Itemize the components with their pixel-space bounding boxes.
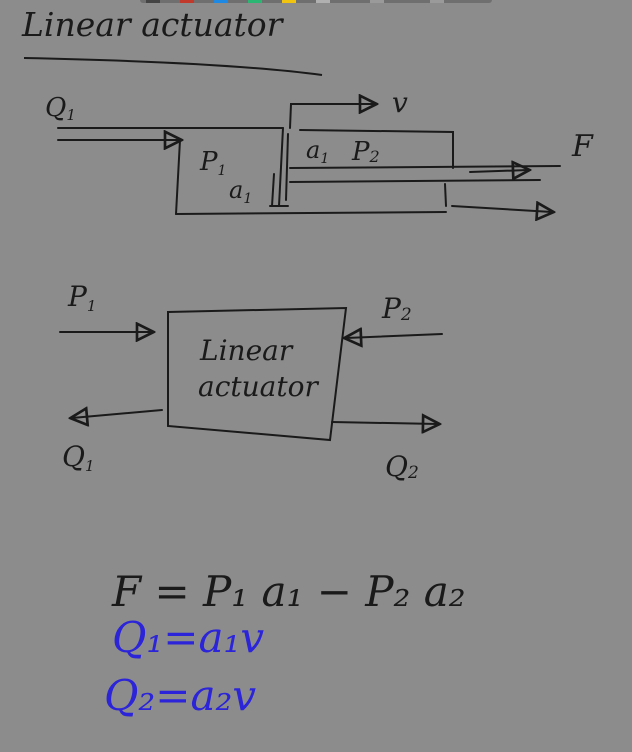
piston [269,127,289,207]
cylinder-bottom-wall [175,211,447,215]
piston-rod-top [289,165,561,169]
output-flow-arrow [331,422,438,424]
output-pressure-arrow [346,334,443,338]
force-arrow [469,170,528,172]
color-swatch[interactable] [282,0,296,3]
page-title: Linear actuator [21,5,285,44]
outflow-arrow [451,206,552,212]
cylinder-top-right-wall [299,129,454,169]
chamber1-pressure-label: P1 [199,147,226,179]
flow1-equation: Q₁=a₁v [112,613,264,662]
flow2-equation: Q₂=a₂v [104,671,256,720]
title-underline [23,57,323,76]
force-label: F [571,129,594,164]
color-swatch[interactable] [146,0,160,3]
cylinder-diagram [57,104,561,215]
block-diagram [59,306,443,442]
block-label-line1: Linear [199,334,294,367]
color-swatch[interactable] [214,0,228,3]
velocity-arrow [289,104,375,129]
piston-face [285,133,289,201]
velocity-label: v [392,86,408,119]
rod-end [444,183,447,207]
block-label-line2: actuator [198,370,319,403]
color-swatch[interactable] [248,0,262,3]
color-swatch[interactable] [430,0,444,3]
actuator-block [167,306,348,442]
chamber2-pressure-label: P2 [351,137,380,167]
output-flow-label: Q2 [385,450,419,483]
input-flow-label: Q1 [62,440,95,475]
input-flow-arrow [72,410,163,418]
output-pressure-label: P2 [381,292,412,325]
cylinder-left-wall [175,139,181,215]
color-swatch[interactable] [180,0,194,3]
force-equation: F = P₁ a₁ − P₂ a₂ [111,567,466,616]
toolbar-strip [140,0,492,3]
color-swatch[interactable] [370,0,384,3]
inflow-label: Q1 [45,93,76,124]
chamber1-area-label: a1 [229,176,252,207]
chamber2-area-label: a1 [306,136,329,167]
piston-rod-bottom [289,179,541,183]
input-pressure-label: P1 [67,280,96,315]
color-swatch[interactable] [316,0,330,3]
